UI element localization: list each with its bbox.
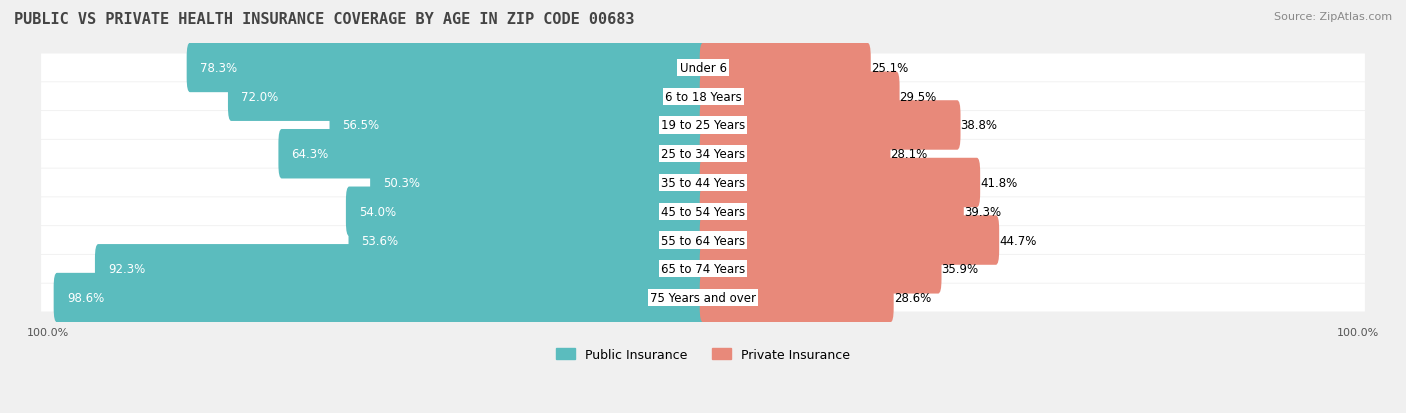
FancyBboxPatch shape xyxy=(96,244,706,294)
Text: 19 to 25 Years: 19 to 25 Years xyxy=(661,119,745,132)
Text: 28.1%: 28.1% xyxy=(890,148,928,161)
FancyBboxPatch shape xyxy=(278,130,706,179)
Text: 25 to 34 Years: 25 to 34 Years xyxy=(661,148,745,161)
FancyBboxPatch shape xyxy=(228,72,706,122)
Text: 55 to 64 Years: 55 to 64 Years xyxy=(661,234,745,247)
Text: Source: ZipAtlas.com: Source: ZipAtlas.com xyxy=(1274,12,1392,22)
Text: 41.8%: 41.8% xyxy=(980,177,1018,190)
FancyBboxPatch shape xyxy=(700,216,1000,265)
Text: Under 6: Under 6 xyxy=(679,62,727,75)
Text: 39.3%: 39.3% xyxy=(963,205,1001,218)
FancyBboxPatch shape xyxy=(700,72,900,122)
FancyBboxPatch shape xyxy=(41,169,1365,197)
FancyBboxPatch shape xyxy=(329,101,706,150)
Text: 72.0%: 72.0% xyxy=(240,90,278,103)
Text: 98.6%: 98.6% xyxy=(66,291,104,304)
FancyBboxPatch shape xyxy=(700,244,942,294)
Text: 53.6%: 53.6% xyxy=(361,234,399,247)
Text: 65 to 74 Years: 65 to 74 Years xyxy=(661,263,745,275)
Text: 35.9%: 35.9% xyxy=(942,263,979,275)
FancyBboxPatch shape xyxy=(700,273,894,323)
FancyBboxPatch shape xyxy=(187,44,706,93)
Text: 29.5%: 29.5% xyxy=(900,90,936,103)
Text: 78.3%: 78.3% xyxy=(200,62,236,75)
FancyBboxPatch shape xyxy=(700,130,890,179)
FancyBboxPatch shape xyxy=(700,101,960,150)
Text: 44.7%: 44.7% xyxy=(1000,234,1036,247)
FancyBboxPatch shape xyxy=(41,55,1365,82)
Text: 92.3%: 92.3% xyxy=(108,263,145,275)
Legend: Public Insurance, Private Insurance: Public Insurance, Private Insurance xyxy=(551,343,855,366)
FancyBboxPatch shape xyxy=(41,140,1365,168)
FancyBboxPatch shape xyxy=(700,187,963,236)
Text: PUBLIC VS PRIVATE HEALTH INSURANCE COVERAGE BY AGE IN ZIP CODE 00683: PUBLIC VS PRIVATE HEALTH INSURANCE COVER… xyxy=(14,12,634,27)
FancyBboxPatch shape xyxy=(53,273,706,323)
FancyBboxPatch shape xyxy=(41,284,1365,312)
Text: 35 to 44 Years: 35 to 44 Years xyxy=(661,177,745,190)
FancyBboxPatch shape xyxy=(700,44,870,93)
Text: 50.3%: 50.3% xyxy=(384,177,420,190)
FancyBboxPatch shape xyxy=(346,187,706,236)
FancyBboxPatch shape xyxy=(700,158,980,208)
Text: 38.8%: 38.8% xyxy=(960,119,997,132)
FancyBboxPatch shape xyxy=(41,83,1365,111)
FancyBboxPatch shape xyxy=(349,216,706,265)
Text: 75 Years and over: 75 Years and over xyxy=(650,291,756,304)
Text: 54.0%: 54.0% xyxy=(359,205,396,218)
Text: 56.5%: 56.5% xyxy=(343,119,380,132)
Text: 6 to 18 Years: 6 to 18 Years xyxy=(665,90,741,103)
FancyBboxPatch shape xyxy=(41,198,1365,225)
Text: 45 to 54 Years: 45 to 54 Years xyxy=(661,205,745,218)
FancyBboxPatch shape xyxy=(370,158,706,208)
FancyBboxPatch shape xyxy=(41,255,1365,283)
FancyBboxPatch shape xyxy=(41,227,1365,254)
Text: 25.1%: 25.1% xyxy=(870,62,908,75)
Text: 28.6%: 28.6% xyxy=(894,291,931,304)
FancyBboxPatch shape xyxy=(41,112,1365,140)
Text: 64.3%: 64.3% xyxy=(291,148,329,161)
